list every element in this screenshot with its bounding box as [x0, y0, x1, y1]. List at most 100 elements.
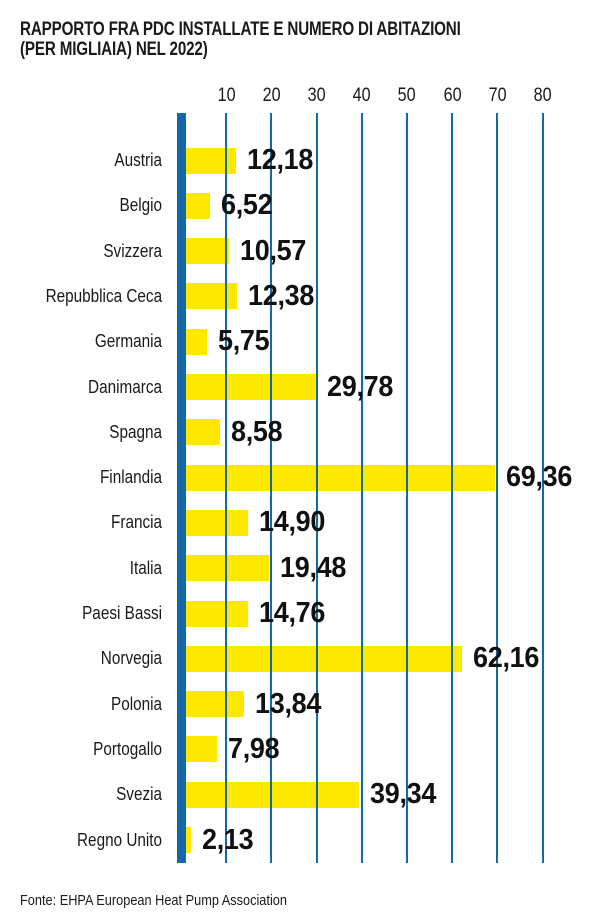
value-label-text: 62,16 [472, 642, 540, 675]
value-label: 12,18 [247, 138, 318, 183]
gridline-10 [225, 113, 228, 863]
bar-row: Germania 5,75 [0, 319, 601, 364]
category-label-text: Germania [94, 331, 162, 352]
category-label: Danimarca [0, 365, 162, 410]
gridline-20 [270, 113, 273, 863]
value-label: 14,76 [259, 591, 330, 636]
bar-row: Belgio 6,52 [0, 183, 601, 228]
value-label: 14,90 [259, 500, 330, 545]
bar [181, 147, 237, 174]
bar-row: Paesi Bassi 14,76 [0, 591, 601, 636]
category-label: Germania [0, 319, 162, 364]
value-label-text: 12,18 [247, 144, 314, 176]
bar-row: Italia 19,48 [0, 546, 601, 591]
value-label-text: 14,76 [258, 597, 325, 629]
bar-row: Polonia 13,84 [0, 682, 601, 727]
bar-row: Regno Unito 2,13 [0, 818, 601, 863]
bar [181, 464, 495, 491]
category-label: Portogallo [0, 727, 162, 772]
category-label-text: Danimarca [88, 376, 162, 397]
value-label-text: 2,13 [201, 823, 254, 856]
value-label-text: 14,90 [259, 506, 326, 539]
category-label-text: Austria [114, 150, 162, 170]
x-tick-label-80: 80 [521, 85, 565, 107]
x-tick-text: 10 [217, 85, 236, 106]
gridline-80 [541, 113, 544, 863]
x-tick-label-40: 40 [340, 85, 384, 107]
x-tick-text: 80 [533, 85, 552, 106]
bar [181, 736, 218, 763]
bar-row: Danimarca 29,78 [0, 365, 601, 410]
value-label: 19,48 [280, 546, 351, 591]
gridline-60 [451, 113, 454, 863]
category-label-text: Finlandia [99, 467, 162, 488]
category-label-text: Paesi Bassi [82, 603, 162, 623]
bar [181, 283, 237, 310]
category-label-text: Repubblica Ceca [45, 285, 162, 306]
x-tick-text: 40 [352, 85, 371, 106]
value-label: 39,34 [370, 772, 441, 817]
value-label-text: 69,36 [505, 461, 572, 494]
x-tick-text: 20 [262, 85, 281, 106]
bar [181, 645, 462, 672]
bar [181, 691, 244, 718]
value-label: 62,16 [473, 636, 544, 681]
y-axis-line [177, 113, 186, 863]
value-label: 10,57 [240, 229, 311, 274]
value-label-text: 39,34 [369, 778, 436, 811]
category-label: Francia [0, 500, 162, 545]
value-label: 2,13 [202, 818, 257, 863]
value-label: 8,58 [231, 410, 286, 455]
category-label: Svizzera [0, 229, 162, 274]
gridline-30 [315, 113, 318, 863]
value-label-text: 10,57 [239, 234, 306, 267]
source-note: Fonte: EHPA European Heat Pump Associati… [20, 892, 287, 909]
value-label: 7,98 [228, 727, 283, 772]
value-label-text: 6,52 [221, 189, 273, 222]
category-label: Italia [0, 546, 162, 591]
bar [181, 238, 229, 265]
bar-row: Svizzera 10,57 [0, 229, 601, 274]
gridline-70 [496, 113, 499, 863]
bar [181, 419, 220, 446]
x-tick-text: 30 [307, 85, 326, 106]
category-label-text: Italia [129, 557, 162, 578]
value-label: 6,52 [221, 183, 276, 228]
bar-row: Austria 12,18 [0, 138, 601, 183]
value-label-text: 12,38 [247, 279, 315, 312]
category-label: Paesi Bassi [0, 591, 162, 636]
x-tick-text: 50 [398, 85, 416, 106]
category-label: Austria [0, 138, 162, 183]
x-tick-label-50: 50 [385, 85, 429, 107]
bar-row: Spagna 8,58 [0, 410, 601, 455]
value-label-text: 29,78 [326, 370, 393, 403]
category-label-text: Svezia [116, 784, 162, 805]
bar-row: Francia 14,90 [0, 500, 601, 545]
category-label-text: Norvegia [100, 648, 162, 669]
category-label-text: Polonia [110, 693, 162, 714]
category-label-text: Belgio [119, 195, 162, 216]
value-label-text: 13,84 [254, 687, 321, 720]
value-label: 13,84 [255, 682, 326, 727]
category-label: Repubblica Ceca [0, 274, 162, 319]
x-tick-label-70: 70 [475, 85, 519, 107]
value-label-text: 19,48 [280, 551, 347, 584]
bar-row: Repubblica Ceca 12,38 [0, 274, 601, 319]
category-label-text: Spagna [109, 421, 162, 442]
bar-row: Finlandia 69,36 [0, 455, 601, 500]
category-label: Polonia [0, 682, 162, 727]
category-label: Belgio [0, 183, 162, 228]
category-label-text: Regno Unito [76, 829, 162, 850]
value-label: 12,38 [248, 274, 319, 319]
value-label: 5,75 [218, 319, 273, 364]
gridline-40 [360, 113, 363, 863]
value-label: 69,36 [506, 455, 577, 500]
chart-title-line1: RAPPORTO FRA PDC INSTALLATE E NUMERO DI … [20, 19, 461, 40]
category-label: Spagna [0, 410, 162, 455]
x-tick-label-10: 10 [204, 85, 248, 107]
x-tick-text: 70 [488, 85, 507, 106]
bar-row: Svezia 39,34 [0, 772, 601, 817]
bar [181, 555, 270, 582]
